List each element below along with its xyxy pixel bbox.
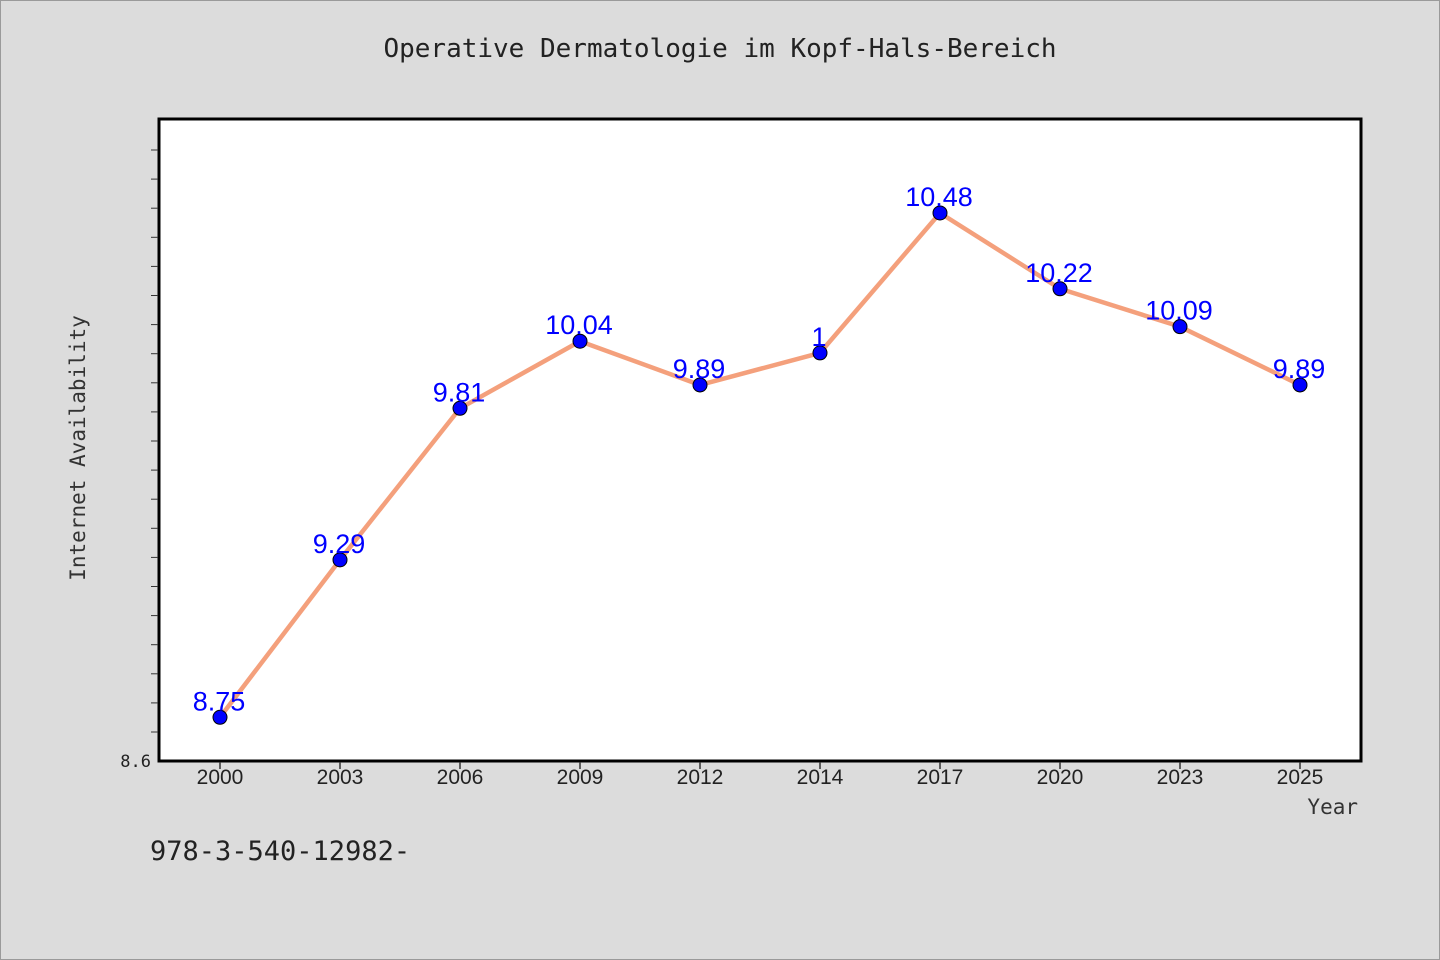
x-tick-label: 2009 [557, 766, 604, 789]
x-tick-label: 2014 [797, 766, 844, 789]
y-axis-ticks: 8.6 [120, 149, 158, 772]
series-layer: 8.75 9.29 9.81 10.04 9.89 1 10.48 10.22 10.09 9.8… [193, 182, 1326, 725]
data-point [1052, 281, 1068, 297]
data-label: 9.89 [1273, 354, 1326, 384]
data-point [332, 552, 348, 568]
data-point [1292, 377, 1308, 393]
x-axis-ticks: 2000 2003 2006 2009 2012 2014 2017 2020 2023 2025 [197, 762, 1324, 789]
data-label: 8.75 [193, 686, 246, 716]
series-line [217, 210, 1303, 720]
plot-area [157, 117, 1363, 763]
data-point [692, 377, 708, 393]
x-tick-label: 2012 [677, 766, 724, 789]
x-tick-label: 2017 [917, 766, 964, 789]
data-point [212, 709, 228, 725]
x-tick-label: 2006 [437, 766, 484, 789]
y-tick-label: 8.6 [120, 752, 151, 772]
data-label: 10.48 [905, 182, 973, 212]
x-tick-label: 2000 [197, 766, 244, 789]
isbn-footnote: 978-3-540-12982- [150, 836, 411, 867]
data-point [932, 205, 948, 221]
data-point [452, 400, 468, 416]
x-tick-label: 2025 [1277, 766, 1324, 789]
data-label: 1 [811, 322, 826, 352]
x-tick-label: 2003 [317, 766, 364, 789]
data-point [1172, 319, 1188, 335]
data-label: 10.09 [1145, 296, 1213, 326]
chart-title: Operative Dermatologie im Kopf-Hals-Bere… [383, 34, 1057, 64]
x-tick-label: 2020 [1037, 766, 1084, 789]
data-label: 9.81 [433, 377, 486, 407]
data-label: 10.04 [545, 310, 613, 340]
x-axis-title: Year [1307, 795, 1358, 819]
data-point [812, 345, 828, 361]
data-label: 9.89 [673, 354, 726, 384]
data-label: 9.29 [313, 529, 366, 559]
data-label: 10.22 [1025, 258, 1093, 288]
x-tick-label: 2023 [1157, 766, 1204, 789]
y-axis-title: Internet Availability [66, 315, 90, 581]
data-point [572, 333, 588, 349]
